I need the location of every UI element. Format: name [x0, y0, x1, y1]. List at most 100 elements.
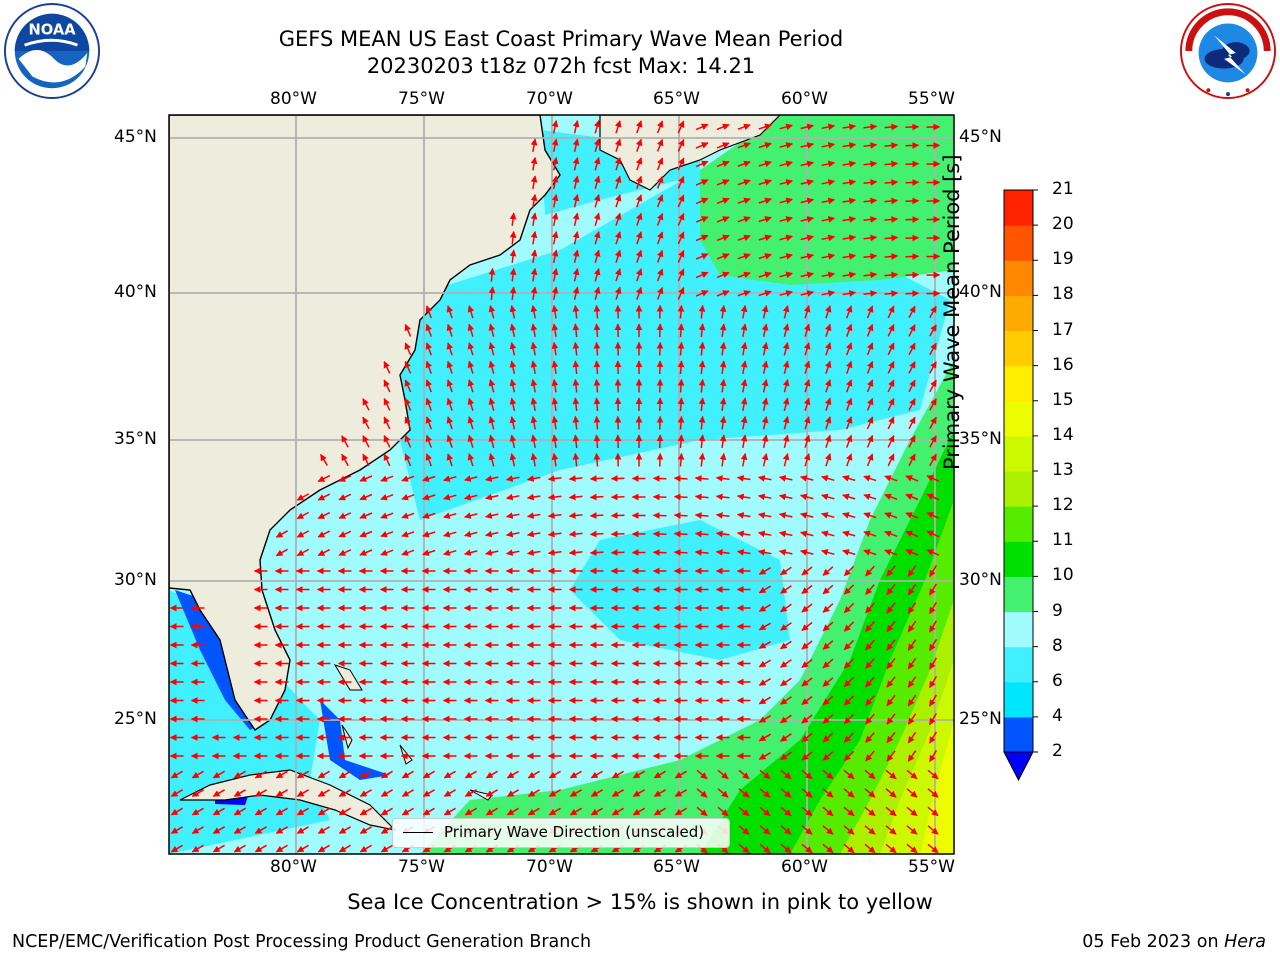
- wave-arrow: [843, 602, 855, 614]
- wave-arrow: [866, 434, 874, 448]
- wave-arrow: [865, 676, 875, 688]
- colorbar-tick-label: 2: [1052, 741, 1063, 761]
- wave-arrow: [656, 120, 664, 134]
- wave-arrow: [887, 416, 895, 430]
- wave-arrow: [843, 621, 855, 632]
- wave-arrow: [677, 304, 685, 319]
- wave-arrow: [677, 268, 685, 282]
- wave-arrow: [821, 475, 835, 482]
- wave-arrow: [803, 397, 811, 411]
- wave-arrow: [863, 271, 878, 279]
- wave-arrow: [907, 713, 917, 725]
- wave-arrow: [822, 806, 834, 817]
- wave-arrow: [530, 230, 538, 245]
- lat-label-right: 30°N: [959, 570, 1002, 590]
- wave-arrow: [572, 304, 580, 319]
- wave-arrow: [886, 676, 896, 688]
- wave-arrow: [296, 493, 310, 501]
- wave-arrow: [696, 806, 708, 817]
- wave-arrow: [738, 843, 750, 854]
- wave-arrow: [845, 360, 853, 374]
- wave-arrow: [908, 453, 916, 467]
- wave-arrow: [822, 621, 834, 632]
- wave-arrow: [530, 193, 538, 208]
- wave-arrow: [422, 493, 436, 501]
- wave-arrow: [359, 530, 373, 538]
- wave-arrow: [191, 826, 204, 834]
- lat-label-left: 45°N: [114, 127, 157, 147]
- wave-arrow: [842, 197, 857, 205]
- wave-arrow: [254, 807, 267, 816]
- wave-arrow: [656, 138, 664, 152]
- colorbar-segment: [1004, 576, 1033, 613]
- wave-arrow: [614, 249, 622, 263]
- wave-arrow: [716, 160, 730, 168]
- colorbar-label: Primary Wave Mean Period [s]: [940, 154, 965, 470]
- wave-arrow: [884, 271, 899, 279]
- wave-arrow: [824, 434, 832, 448]
- wave-arrow: [593, 120, 601, 134]
- wave-arrow: [425, 416, 433, 430]
- wave-arrow: [590, 770, 603, 779]
- wave-arrow: [296, 548, 310, 557]
- wave-arrow: [656, 249, 664, 263]
- wave-arrow: [863, 530, 877, 538]
- wave-arrow: [568, 512, 583, 519]
- wave-arrow: [362, 453, 370, 467]
- wave-arrow: [506, 770, 519, 779]
- wave-arrow: [526, 475, 541, 482]
- wave-arrow: [780, 714, 792, 724]
- wave-arrow: [530, 156, 538, 171]
- nws-logo-icon: [1179, 2, 1277, 100]
- wave-arrow: [885, 825, 897, 835]
- wave-arrow: [928, 750, 938, 763]
- wave-arrow: [715, 530, 730, 538]
- wave-arrow: [509, 249, 517, 263]
- wave-arrow: [884, 549, 898, 556]
- wave-arrow: [757, 475, 772, 482]
- wave-arrow: [446, 323, 454, 337]
- wave-arrow: [908, 379, 916, 393]
- wave-arrow: [822, 751, 834, 761]
- wave-arrow: [635, 212, 643, 226]
- wave-arrow: [782, 342, 790, 356]
- wave-arrow: [719, 452, 727, 467]
- wave-arrow: [530, 452, 538, 467]
- wave-arrow: [822, 677, 834, 687]
- wave-arrow: [800, 549, 814, 556]
- wave-arrow: [758, 641, 771, 649]
- wave-arrow: [863, 290, 878, 297]
- wave-arrow: [653, 807, 666, 816]
- wave-arrow: [589, 512, 604, 519]
- wave-arrow: [317, 844, 330, 853]
- colorbar-segment: [1004, 330, 1033, 367]
- wave-arrow: [864, 825, 876, 835]
- wave-arrow: [317, 548, 331, 557]
- wave-arrow: [716, 197, 730, 205]
- wave-arrow: [338, 807, 351, 816]
- wave-arrow: [887, 323, 895, 337]
- wave-arrow: [694, 475, 709, 482]
- wave-arrow: [906, 769, 918, 780]
- lat-label-right: 25°N: [959, 709, 1002, 729]
- wave-arrow: [696, 769, 708, 780]
- wave-arrow: [551, 415, 559, 430]
- wave-arrow: [698, 341, 706, 356]
- wave-arrow: [341, 435, 349, 448]
- wave-arrow: [842, 271, 857, 279]
- wave-arrow: [527, 807, 540, 816]
- wave-arrow: [443, 807, 456, 816]
- wave-arrow: [674, 770, 687, 779]
- wave-arrow: [719, 378, 727, 393]
- map-area: [169, 115, 954, 854]
- wave-arrow: [695, 197, 709, 205]
- lat-label-left: 40°N: [114, 282, 157, 302]
- wave-arrow: [866, 453, 874, 467]
- wave-arrow: [905, 142, 920, 149]
- wave-arrow: [530, 304, 538, 319]
- wave-arrow: [488, 267, 496, 282]
- wave-arrow: [822, 769, 834, 780]
- wave-arrow: [551, 304, 559, 319]
- wave-arrow: [905, 530, 919, 538]
- wave-arrow: [614, 286, 622, 300]
